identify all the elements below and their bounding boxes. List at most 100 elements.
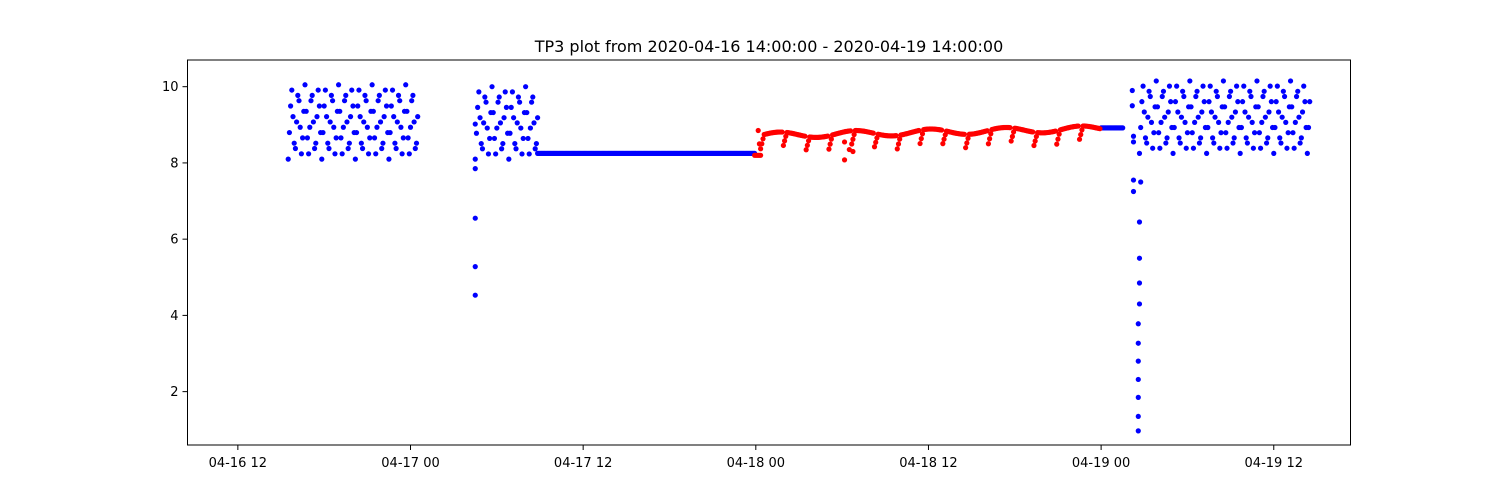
data-point-429 [1216,119,1222,125]
data-point-366 [1140,83,1146,89]
data-point-461 [1254,78,1260,84]
data-point-120 [485,151,492,157]
data-point-39 [332,151,338,157]
data-point-800 [1075,123,1081,129]
data-point-438 [1226,93,1232,100]
data-point-481 [1278,140,1284,146]
data-point-651 [897,136,903,142]
data-point-394 [1174,83,1180,89]
data-point-492 [1291,145,1297,151]
data-point-129 [496,94,502,100]
data-point-451 [1242,109,1248,115]
data-point-94 [398,124,404,130]
data-point-131 [499,146,505,152]
data-point-115 [479,146,486,152]
data-point-398 [1178,114,1185,120]
data-point-450 [1241,83,1247,89]
data-point-95 [399,151,405,157]
data-point-67 [365,151,372,157]
data-point-124 [490,109,496,116]
data-point-364 [1138,124,1144,131]
x-tick-label-2: 04-17 12 [554,456,612,471]
data-point-127 [494,125,500,131]
data-point-96 [400,135,406,141]
data-point-509 [472,264,478,270]
data-point-66 [364,124,370,130]
data-point-89 [392,140,398,146]
data-point-464 [1257,145,1264,151]
data-point-472 [1267,83,1273,89]
data-point-52 [347,114,354,120]
data-point-103 [409,98,415,104]
data-point-369 [1144,140,1150,146]
data-point-36 [328,92,334,98]
data-point-572 [802,133,808,139]
data-point-670 [919,131,926,137]
data-point-1 [286,129,293,136]
y-tick-label-3: 8 [170,156,178,171]
data-point-375 [1151,130,1157,136]
data-point-397 [1177,140,1183,146]
data-point-468 [1262,114,1268,120]
data-point-424 [1210,135,1216,141]
data-point-523 [1135,340,1141,346]
data-point-554 [780,142,786,149]
data-point-371 [1146,88,1152,94]
data-point-477 [1273,99,1279,105]
data-point-400 [1181,93,1187,100]
data-point-157 [530,94,536,100]
data-point-537 [760,136,766,142]
y-tick-label-4: 10 [162,80,179,95]
data-point-462 [1255,104,1261,110]
data-point-142 [512,140,518,147]
data-point-77 [377,119,384,125]
data-point-32 [323,114,330,120]
data-point-459 [1251,130,1258,136]
data-point-107 [413,140,420,146]
data-point-574 [804,142,810,148]
data-point-483 [1280,88,1286,94]
data-point-16 [304,135,310,141]
data-point-28 [319,156,325,162]
data-point-490 [1289,104,1295,110]
data-point-495 [1295,88,1301,94]
data-point-378 [1154,104,1161,110]
data-point-35 [327,119,333,125]
data-point-439 [1228,88,1234,94]
data-point-668 [917,140,923,147]
data-point-406 [1188,104,1194,110]
data-point-92 [395,92,402,98]
data-point-381 [1158,119,1164,125]
data-point-14 [302,82,308,88]
data-point-820 [756,141,763,147]
data-point-526 [1135,394,1141,400]
data-point-391 [1170,150,1176,156]
data-point-478 [1274,83,1280,89]
data-point-818 [1097,126,1103,132]
data-point-54 [350,103,356,109]
y-tick-label-2: 6 [170,233,178,248]
data-point-505 [1307,99,1313,105]
data-point-611 [849,141,855,147]
data-point-108 [415,114,421,120]
data-point-485 [1283,119,1289,125]
data-point-80 [381,114,387,120]
data-point-395 [1175,109,1181,115]
data-point-425 [1211,140,1217,146]
data-point-379 [1156,130,1162,136]
data-point-824 [850,148,856,155]
data-point-511 [1129,87,1135,94]
data-point-444 [1234,83,1240,89]
data-point-726 [987,136,993,142]
data-point-434 [1222,104,1228,110]
data-point-520 [1136,280,1143,286]
x-tick-label-3: 04-18 00 [727,456,785,471]
x-tick-label-0: 04-16 12 [209,456,267,471]
data-point-447 [1237,150,1243,156]
data-point-456 [1248,93,1254,100]
data-point-452 [1243,135,1249,141]
data-point-706 [963,145,969,151]
chart-title: TP3 plot from 2020-04-16 14:00:00 - 2020… [534,37,1004,56]
data-point-368 [1142,135,1149,141]
data-point-419 [1204,150,1210,156]
